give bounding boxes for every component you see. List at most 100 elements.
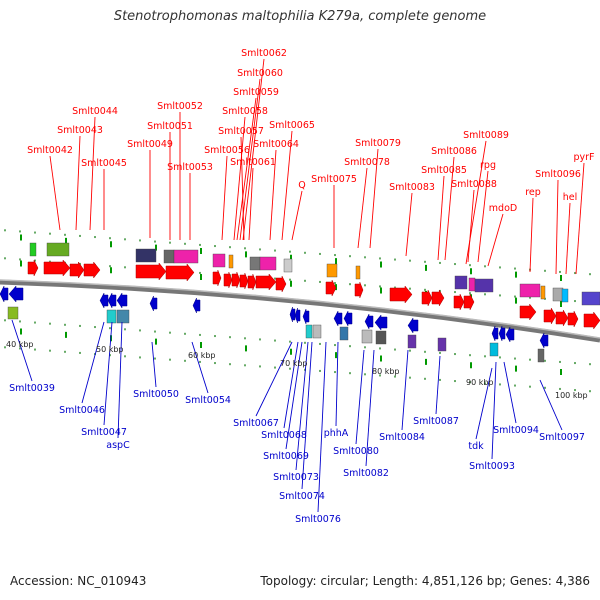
gene-features [0, 242, 600, 363]
leader-line [369, 148, 379, 249]
scale-tick [20, 260, 22, 267]
leader-line [487, 213, 504, 267]
guide-dot [454, 291, 456, 294]
guide-dot [214, 335, 216, 338]
guide-dot [4, 319, 6, 322]
leader-line [236, 97, 257, 241]
guide-dot [274, 339, 276, 342]
gene-box-olive [46, 242, 70, 257]
reverse-gene-arrow [99, 292, 109, 309]
forward-gene-arrow [239, 272, 249, 290]
guide-dot [469, 264, 471, 267]
guide-dot [304, 251, 306, 254]
guide-dot [199, 271, 201, 274]
forward-gene-arrow [165, 263, 195, 282]
guide-dot [469, 292, 471, 295]
forward-gene-arrow [83, 261, 101, 279]
forward-gene-label: hel [563, 192, 578, 203]
reverse-gene-arrow [333, 310, 343, 327]
guide-dot [424, 377, 426, 380]
guide-dot [499, 356, 501, 359]
forward-gene-arrow [255, 273, 277, 291]
guide-dot [289, 367, 291, 370]
kbp-label: 40 kbp [6, 340, 34, 349]
guide-dot [499, 266, 501, 269]
reverse-gene-arrow [407, 317, 419, 334]
scale-tick [380, 355, 382, 362]
forward-gene-label: Smlt0089 [463, 130, 509, 141]
reverse-gene-arrow [294, 307, 301, 324]
gene-box-lightgray [361, 329, 373, 344]
reverse-gene-label: Smlt0039 [9, 383, 55, 394]
reverse-gene-arrow [107, 292, 117, 309]
scale-tick [155, 338, 157, 345]
gene-box-purple [581, 291, 600, 306]
reverse-gene-arrow [0, 285, 9, 303]
reverse-gene-label: phhA [324, 428, 349, 439]
gene-box-orange [326, 263, 338, 278]
kbp-label: 70 kbp [280, 359, 308, 368]
reverse-gene-label: aspC [106, 440, 130, 451]
leader-line [335, 341, 339, 427]
genome-title: Stenotrophomonas maltophilia K279a, comp… [113, 9, 487, 24]
forward-gene-label: Smlt0062 [241, 48, 287, 59]
gene-box-pink [259, 256, 277, 271]
scale-tick [20, 328, 22, 335]
guide-dot [34, 321, 36, 324]
reverse-gene-label: tdk [468, 441, 484, 452]
leader-line [283, 341, 299, 429]
forward-gene-arrow [453, 293, 465, 311]
leader-line [317, 341, 327, 513]
forward-gene-arrow [389, 285, 413, 304]
guide-dot [379, 374, 381, 377]
guide-dot [49, 322, 51, 325]
guide-dot [574, 362, 576, 365]
gene-box-pink [519, 283, 541, 298]
guide-dot [274, 249, 276, 252]
guide-dot [169, 331, 171, 334]
guide-dot [559, 270, 561, 273]
leader-line [365, 349, 375, 467]
gene-box-pink [173, 249, 199, 264]
guide-dot [394, 375, 396, 378]
reverse-gene-label: Smlt0093 [469, 461, 515, 472]
forward-gene-label: Smlt0059 [233, 87, 279, 98]
forward-gene-label: Smlt0078 [344, 157, 390, 168]
guide-dot [244, 247, 246, 250]
leader-line [444, 156, 455, 261]
scale-tick [245, 345, 247, 352]
forward-gene-label: Smlt0058 [222, 106, 268, 117]
reverse-gene-arrow [374, 314, 388, 331]
scale-tick [20, 234, 22, 241]
reverse-gene-label: Smlt0050 [133, 389, 179, 400]
reverse-gene-label: Smlt0068 [261, 430, 307, 441]
leader-line [529, 197, 534, 273]
guide-dot [499, 294, 501, 297]
guide-dot [334, 254, 336, 257]
leader-line [11, 319, 33, 382]
guide-dot [319, 280, 321, 283]
forward-gene-arrow [247, 273, 257, 291]
forward-gene-arrow [567, 310, 579, 328]
gene-box-navy [135, 248, 157, 263]
guide-dot [514, 267, 516, 270]
reverse-gene-arrow [149, 295, 158, 312]
gene-box-cyan [561, 288, 569, 303]
forward-gene-arrow [519, 303, 537, 321]
forward-gene-label: mdoD [489, 203, 517, 214]
guide-dot [244, 337, 246, 340]
guide-dot [229, 363, 231, 366]
guide-dot [259, 248, 261, 251]
leader-line [467, 189, 475, 263]
guide-dot [424, 260, 426, 263]
gene-box-purple [407, 334, 417, 349]
gene-box-pink [212, 253, 226, 268]
scale-tick [155, 244, 157, 251]
leader-line [151, 341, 157, 388]
guide-dot [514, 384, 516, 387]
forward-gene-arrow [543, 307, 557, 325]
guide-dot [364, 256, 366, 259]
reverse-gene-arrow [505, 326, 515, 343]
guide-dot [394, 258, 396, 261]
guide-dot [94, 236, 96, 239]
